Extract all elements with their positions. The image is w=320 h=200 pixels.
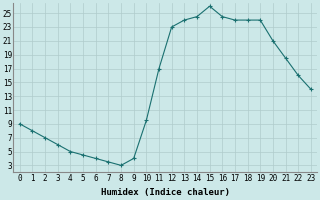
X-axis label: Humidex (Indice chaleur): Humidex (Indice chaleur) [101, 188, 230, 197]
